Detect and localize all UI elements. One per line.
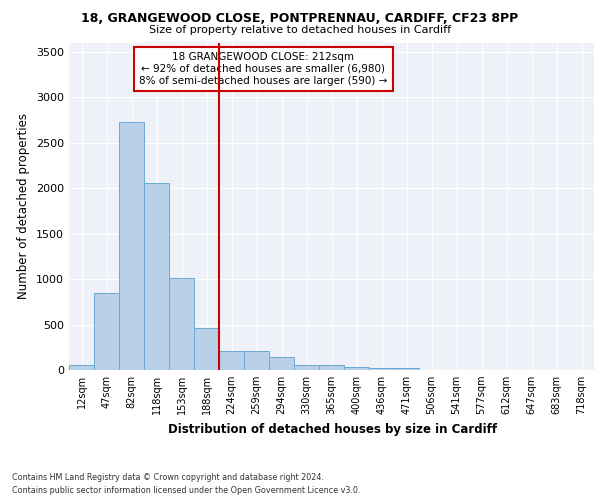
Bar [319, 365, 344, 370]
Bar [220, 351, 244, 370]
Bar [169, 278, 194, 370]
Bar [269, 358, 293, 370]
Bar [94, 292, 119, 370]
Bar [70, 364, 94, 370]
Y-axis label: Number of detached properties: Number of detached properties [17, 114, 31, 299]
Text: 18 GRANGEWOOD CLOSE: 212sqm
← 92% of detached houses are smaller (6,980)
8% of s: 18 GRANGEWOOD CLOSE: 212sqm ← 92% of det… [139, 52, 388, 86]
Text: 18, GRANGEWOOD CLOSE, PONTPRENNAU, CARDIFF, CF23 8PP: 18, GRANGEWOOD CLOSE, PONTPRENNAU, CARDI… [82, 12, 518, 26]
Text: Size of property relative to detached houses in Cardiff: Size of property relative to detached ho… [149, 25, 451, 35]
Bar [244, 351, 269, 370]
Text: Contains HM Land Registry data © Crown copyright and database right 2024.: Contains HM Land Registry data © Crown c… [12, 472, 324, 482]
Bar [295, 364, 319, 370]
Bar [145, 182, 169, 370]
Bar [344, 368, 368, 370]
Text: Contains public sector information licensed under the Open Government Licence v3: Contains public sector information licen… [12, 486, 361, 495]
Bar [119, 122, 143, 370]
Bar [194, 328, 218, 370]
Bar [394, 368, 419, 370]
Bar [370, 368, 394, 370]
Text: Distribution of detached houses by size in Cardiff: Distribution of detached houses by size … [169, 422, 497, 436]
